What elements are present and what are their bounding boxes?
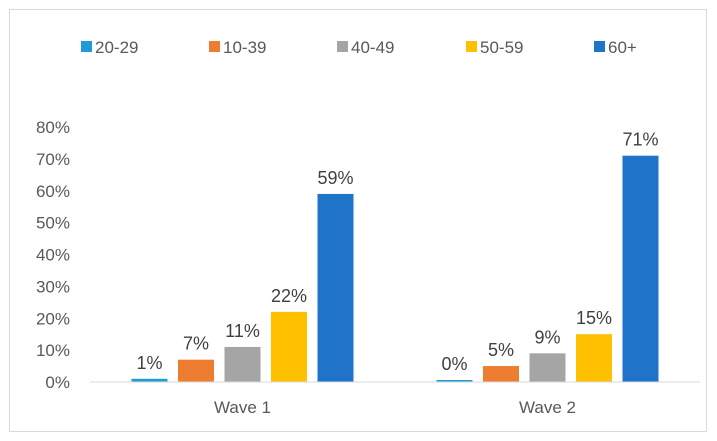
data-label: 1% bbox=[136, 353, 162, 373]
legend-label: 50-59 bbox=[480, 38, 523, 57]
bar-60--wave-2 bbox=[622, 155, 659, 382]
x-tick-label: Wave 2 bbox=[519, 398, 576, 417]
data-label: 15% bbox=[576, 308, 612, 328]
data-label: 9% bbox=[534, 327, 560, 347]
bar-20-29-wave-2 bbox=[436, 380, 473, 382]
bar-60--wave-1 bbox=[317, 193, 354, 382]
data-label: 71% bbox=[622, 130, 658, 150]
y-tick-label: 40% bbox=[36, 246, 70, 265]
bar-chart: 20-29 10-39 40-49 50-59 60+ 0% 10% 20% 30% 40% 50… bbox=[36, 38, 700, 417]
legend-label: 10-39 bbox=[223, 38, 266, 57]
legend-label: 40-49 bbox=[351, 38, 394, 57]
data-label: 22% bbox=[271, 286, 307, 306]
y-tick-label: 50% bbox=[36, 214, 70, 233]
legend-label: 20-29 bbox=[95, 38, 138, 57]
bar-40-49-wave-1 bbox=[224, 346, 261, 382]
legend-label: 60+ bbox=[608, 38, 637, 57]
bar-50-59-wave-2 bbox=[576, 334, 612, 382]
bar-10-39-wave-1 bbox=[178, 359, 214, 382]
chart-area: 20-29 10-39 40-49 50-59 60+ 0% 10% 20% 30% 40% 50… bbox=[9, 9, 707, 432]
bars bbox=[131, 155, 659, 382]
y-tick-label: 30% bbox=[36, 277, 70, 296]
y-tick-label: 70% bbox=[36, 150, 70, 169]
y-tick-label: 60% bbox=[36, 182, 70, 201]
x-tick-label: Wave 1 bbox=[214, 398, 271, 417]
legend-swatch bbox=[594, 41, 605, 52]
data-label: 5% bbox=[488, 340, 514, 360]
bar-50-59-wave-1 bbox=[271, 311, 307, 382]
y-tick-label: 0% bbox=[45, 373, 70, 392]
data-label: 7% bbox=[183, 334, 209, 354]
bar-20-29-wave-1 bbox=[131, 378, 168, 382]
y-axis: 0% 10% 20% 30% 40% 50% 60% 70% 80% bbox=[36, 118, 70, 392]
legend-swatch bbox=[337, 41, 348, 52]
legend: 20-29 10-39 40-49 50-59 60+ bbox=[81, 38, 637, 57]
legend-swatch bbox=[466, 41, 477, 52]
legend-swatch bbox=[209, 41, 220, 52]
data-label: 11% bbox=[225, 321, 260, 341]
bar-40-49-wave-2 bbox=[529, 353, 566, 382]
x-axis: Wave 1 Wave 2 bbox=[214, 398, 576, 417]
data-label: 0% bbox=[441, 354, 467, 374]
data-labels: 1% 7% 11% 22% 59% 0% 5% 9% 15% 71% bbox=[136, 130, 658, 374]
y-tick-label: 80% bbox=[36, 118, 70, 137]
legend-swatch bbox=[81, 41, 92, 52]
y-tick-label: 20% bbox=[36, 309, 70, 328]
bar-10-39-wave-2 bbox=[483, 366, 519, 382]
data-label: 59% bbox=[317, 168, 353, 188]
y-tick-label: 10% bbox=[36, 341, 70, 360]
